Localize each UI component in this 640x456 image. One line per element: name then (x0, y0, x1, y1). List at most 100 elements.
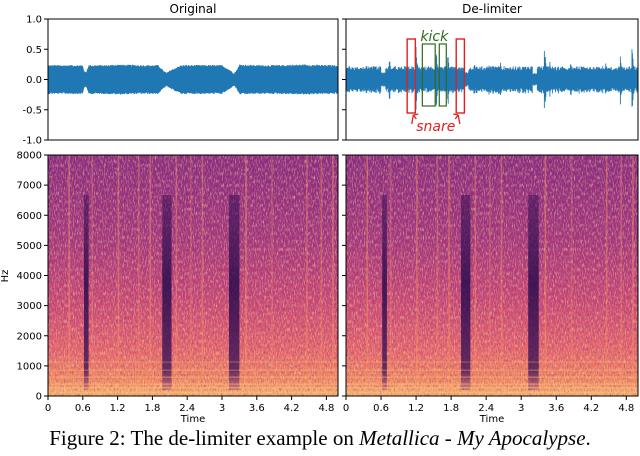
spectrogram-transient (117, 155, 120, 396)
spectrogram-harmonic (346, 383, 638, 385)
ytick-label: 0.5 (26, 45, 42, 56)
waveform-delimiter-series (346, 46, 638, 110)
waveform-delimiter-title: De-limiter (462, 2, 522, 16)
ytick-label: 3000 (17, 301, 42, 312)
xtick-label: 3 (518, 403, 524, 414)
spectrogram-transient (149, 155, 152, 396)
figure: Original De-limiter 1.0 0.5 0.0 -0.5 -1.0 ki… (0, 2, 639, 425)
spectrogram-transient (416, 155, 418, 396)
spectrogram-transient (68, 155, 70, 396)
ytick-label: 0.0 (26, 75, 42, 86)
xtick-label: 3 (219, 403, 225, 414)
spectrogram-transient (332, 155, 334, 396)
spectrogram-harmonic (346, 391, 638, 393)
xtick-label: 0.6 (75, 403, 91, 414)
xtick-label: 4.2 (583, 403, 599, 414)
spectrogram-harmonic (48, 391, 338, 393)
kick-box (438, 43, 447, 107)
spectrogram-transient (544, 155, 547, 396)
kick-label: kick (420, 29, 449, 45)
spectrogram-dark-band (83, 195, 89, 390)
spectrogram-original-xlabel: Time (180, 414, 205, 425)
ytick-label: 6000 (17, 211, 42, 222)
kick-box (421, 43, 436, 107)
ytick-label: 1000 (17, 361, 42, 372)
xtick-label: 2.4 (179, 403, 195, 414)
spectrogram-delimiter-axes: 0 0.6 1.2 1.8 2.4 3 3.6 4.2 4.8 (342, 154, 634, 414)
waveform-original-title: Original (170, 2, 217, 16)
snare-label: snare (416, 119, 455, 135)
spectrogram-transient (389, 155, 392, 396)
snare-arrow-left (411, 113, 419, 125)
spectrogram-dark-band (382, 195, 387, 390)
spectrogram-harmonic (48, 376, 338, 378)
xtick-label: 1.2 (408, 403, 424, 414)
xtick-label: 1.8 (144, 403, 160, 414)
snare-box (406, 38, 417, 114)
delimiter-annotations: kick snare (406, 29, 466, 135)
snare-arrow-right (453, 113, 461, 125)
snare-box (455, 38, 466, 114)
xtick-label: 1.2 (110, 403, 126, 414)
xtick-label: 0.6 (373, 403, 389, 414)
spectrogram-original-axes: 0 0.6 1.2 1.8 2.4 3 3.6 4.2 4.8 0 1000 2000 3000 4000… (17, 151, 335, 415)
ytick-label: 1.0 (26, 15, 42, 26)
xtick-label: 1.8 (443, 403, 459, 414)
spectrogram-delimiter-xlabel: Time (479, 414, 504, 425)
xtick-label: 4.2 (284, 403, 300, 414)
ytick-label: 0 (36, 392, 42, 403)
spectrogram-transient (91, 155, 94, 396)
spectrogram-transient (632, 155, 634, 396)
ytick-label: 8000 (17, 151, 42, 162)
waveform-original-series (48, 64, 338, 95)
spectrogram-transient (201, 155, 204, 396)
spectrogram-transient (245, 155, 247, 396)
spectrogram-harmonic (48, 383, 338, 385)
spectrogram-transient (605, 155, 608, 396)
spectrogram-transient (190, 155, 192, 396)
spectrogram-transient (500, 155, 503, 396)
spectrogram-delimiter-plot (346, 155, 638, 396)
spectrogram-transient (570, 155, 573, 396)
spectrogram-transient (175, 155, 178, 396)
spectrogram-harmonic (346, 361, 638, 363)
spectrogram-harmonic (346, 369, 638, 371)
spectrogram-transient (489, 155, 491, 396)
spectrogram-dark-band (461, 195, 471, 390)
figure-caption: Figure 2: The de-limiter example on Meta… (0, 426, 640, 451)
xtick-label: 3.6 (249, 403, 265, 414)
spectrogram-transient (306, 155, 308, 396)
spectrogram-transient (474, 155, 477, 396)
ytick-label: -1.0 (22, 136, 42, 147)
caption-prefix: Figure 2: The de-limiter example on (49, 426, 360, 450)
xtick-label: 4.8 (618, 403, 634, 414)
waveform-delimiter-frame (345, 18, 639, 141)
xtick-label: 3.6 (548, 403, 564, 414)
spectrogram-transient (448, 155, 450, 396)
spectrogram-harmonic (346, 376, 638, 378)
spectrogram-harmonic (48, 361, 338, 363)
spectrogram-harmonic (48, 369, 338, 371)
ytick-label: 2000 (17, 331, 42, 342)
caption-suffix: . (585, 426, 591, 450)
spectrogram-harmonic (48, 386, 338, 389)
ytick-label: 4000 (17, 271, 42, 282)
spectrogram-dark-band (528, 195, 539, 390)
spectrogram-transient (320, 155, 323, 396)
spectrogram-dark-band (228, 195, 240, 390)
ytick-label: -0.5 (22, 105, 42, 116)
waveform-original-yaxis: 1.0 0.5 0.0 -0.5 -1.0 (22, 15, 346, 147)
spectrogram-ylabel: Hz (0, 270, 11, 283)
waveform-original-plot (48, 19, 338, 140)
spectrogram-transient (137, 155, 140, 396)
ytick-label: 5000 (17, 241, 42, 252)
caption-song: Metallica - My Apocalypse (359, 426, 586, 450)
spectrogram-harmonic (346, 386, 638, 389)
xtick-label: 0 (343, 403, 349, 414)
ytick-label: 7000 (17, 181, 42, 192)
spectrogram-original-plot (48, 155, 338, 396)
xtick-label: 2.4 (478, 403, 494, 414)
spectrogram-transient (620, 155, 623, 396)
xtick-label: 4.8 (318, 403, 334, 414)
spectrogram-dark-band (162, 195, 172, 390)
